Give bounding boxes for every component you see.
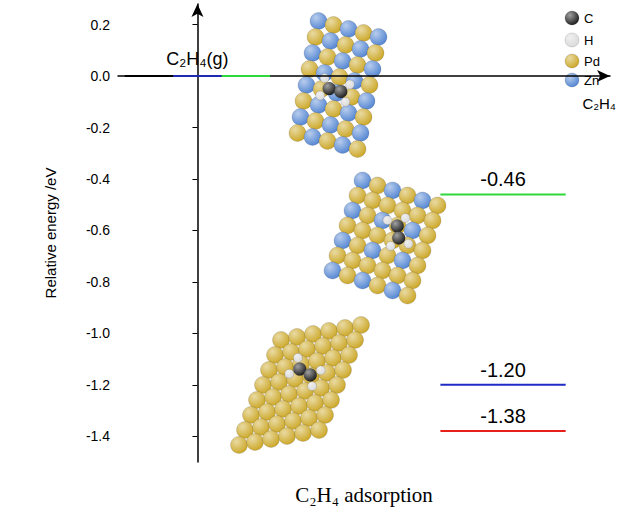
svg-text:C₂H₄(g): C₂H₄(g)	[166, 49, 229, 69]
svg-text:-1.2: -1.2	[86, 377, 110, 393]
svg-text:Zn: Zn	[584, 73, 599, 88]
svg-text:Relative energy /eV: Relative energy /eV	[42, 168, 59, 299]
svg-text:-0.2: -0.2	[86, 120, 110, 136]
svg-text:0.0: 0.0	[91, 68, 111, 84]
svg-text:-0.46: -0.46	[480, 168, 526, 190]
svg-text:-1.4: -1.4	[86, 428, 110, 444]
svg-text:0.2: 0.2	[91, 17, 111, 33]
svg-text:C: C	[584, 11, 593, 26]
svg-text:-1.38: -1.38	[480, 405, 526, 427]
svg-text:-0.6: -0.6	[86, 222, 110, 238]
svg-text:Pd: Pd	[584, 54, 600, 69]
svg-text:-1.0: -1.0	[86, 325, 110, 341]
svg-text:H: H	[584, 33, 593, 48]
svg-text:C₂H₄ adsorption: C₂H₄ adsorption	[295, 483, 433, 507]
svg-text:-0.8: -0.8	[86, 274, 110, 290]
svg-text:-1.20: -1.20	[480, 359, 526, 381]
svg-text:C₂H₄: C₂H₄	[582, 95, 616, 112]
svg-text:-0.4: -0.4	[86, 171, 110, 187]
